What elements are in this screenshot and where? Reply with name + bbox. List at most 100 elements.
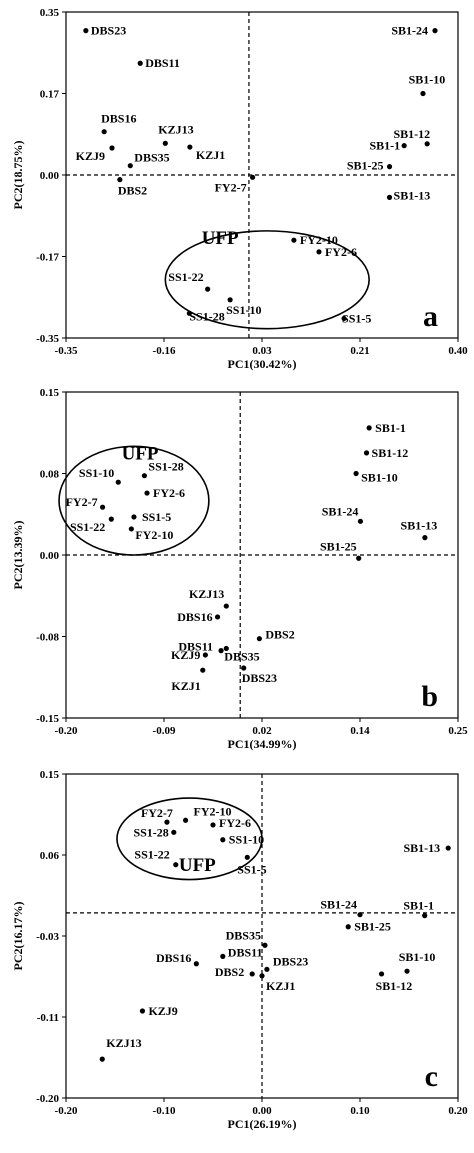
point-label-dbs23: DBS23 — [273, 954, 308, 968]
point-sb1-1 — [422, 913, 428, 919]
point-ss1-28 — [141, 473, 147, 479]
point-label-ss1-22: SS1-22 — [70, 520, 105, 534]
point-sb1-1 — [366, 425, 372, 431]
point-dbs23 — [241, 665, 247, 671]
point-kzj1 — [200, 667, 206, 673]
point-sb1-25 — [345, 924, 351, 930]
point-kzj9 — [109, 145, 115, 151]
point-label-kzj1: KZJ1 — [266, 979, 295, 993]
point-sb1-13 — [422, 535, 428, 541]
point-fy2-10 — [291, 237, 297, 243]
point-sb1-24 — [357, 518, 364, 524]
point-sb1-13 — [445, 845, 451, 851]
point-sb1-24 — [432, 28, 438, 34]
point-label-sb1-10: SB1-10 — [361, 471, 398, 485]
y-tick-label: 0.35 — [40, 7, 60, 19]
point-kzj13 — [99, 1056, 105, 1062]
point-sb1-10 — [420, 90, 426, 97]
point-dbs35 — [127, 163, 133, 169]
point-dbs11 — [218, 648, 224, 654]
x-tick-label: -0.35 — [55, 345, 78, 357]
point-label-dbs16: DBS16 — [177, 610, 212, 624]
point-label-ss1-10: SS1-10 — [229, 833, 264, 847]
point-label-kzj1: KZJ1 — [196, 148, 225, 162]
point-label-kzj13: KZJ13 — [189, 587, 224, 601]
y-tick-label: 0.15 — [40, 387, 60, 399]
point-label-sb1-24: SB1-24 — [322, 504, 359, 518]
point-label-ss1-22: SS1-22 — [168, 270, 203, 284]
point-label-ss1-10: SS1-10 — [79, 466, 114, 480]
point-label-fy2-6: FY2-6 — [325, 245, 357, 259]
point-label-dbs16: DBS16 — [156, 951, 191, 965]
point-label-fy2-6: FY2-6 — [219, 816, 251, 830]
point-label-fy2-7: FY2-7 — [66, 495, 98, 509]
y-tick-label: -0.08 — [36, 632, 59, 644]
point-label-dbs23: DBS23 — [91, 24, 126, 38]
point-label-dbs16: DBS16 — [101, 112, 136, 126]
ufp-group-label: UFP — [202, 228, 239, 249]
point-ss1-22 — [108, 516, 114, 522]
y-tick-label: -0.15 — [36, 713, 59, 725]
panel-a: -0.35 -0.16 0.03 0.21 0.40 0.35 0.17 0.00 -0.17 -… — [11, 7, 468, 371]
point-label-ss1-5: SS1-5 — [237, 862, 266, 876]
point-dbs23 — [264, 966, 270, 972]
point-sb1-13 — [386, 194, 393, 200]
x-tick-label: -0.20 — [55, 1105, 78, 1117]
x-tick-label: 0.14 — [350, 725, 370, 737]
point-ss1-10 — [220, 837, 226, 843]
point-fy2-6 — [316, 249, 322, 255]
point-label-ss1-28: SS1-28 — [189, 309, 224, 323]
point-label-kzj13: KZJ13 — [106, 1036, 141, 1050]
point-kzj9 — [139, 1008, 146, 1014]
point-label-sb1-1: SB1-1 — [369, 139, 400, 153]
point-kzj9 — [202, 652, 208, 658]
y-tick-label: 0.17 — [40, 89, 60, 101]
point-sb1-10 — [404, 968, 410, 974]
point-label-dbs35: DBS35 — [224, 649, 259, 663]
y-axis-label: PC2(18.75%) — [11, 141, 25, 210]
point-label-sb1-12: SB1-12 — [393, 127, 430, 141]
y-axis-label: PC2(16.17%) — [11, 902, 25, 971]
point-label-dbs11: DBS11 — [178, 640, 213, 654]
point-ss1-5 — [341, 315, 347, 322]
point-dbs35 — [223, 645, 229, 652]
panel-letter: a — [423, 300, 438, 333]
point-ss1-10 — [115, 479, 121, 485]
point-label-dbs11: DBS11 — [228, 945, 263, 959]
point-label-sb1-13: SB1-13 — [401, 519, 438, 533]
point-label-sb1-25: SB1-25 — [347, 159, 384, 173]
point-dbs11 — [137, 60, 143, 66]
ufp-group-ellipse — [164, 230, 370, 330]
x-tick-label: -0.20 — [55, 725, 78, 737]
point-ss1-10 — [227, 297, 233, 303]
point-fy2-7 — [164, 819, 170, 825]
x-axis-label: PC1(30.42%) — [228, 357, 297, 371]
point-fy2-6 — [210, 822, 216, 828]
x-tick-label: 0.10 — [350, 1105, 370, 1117]
x-tick-label: 0.00 — [252, 1105, 272, 1117]
point-dbs16 — [214, 614, 221, 620]
point-fy2-10 — [182, 817, 189, 823]
point-sb1-24 — [357, 912, 363, 918]
panel-letter: c — [425, 1060, 438, 1093]
point-label-ss1-10: SS1-10 — [226, 303, 261, 317]
x-tick-label: 0.03 — [252, 345, 272, 357]
point-label-kzj9: KZJ9 — [76, 149, 105, 163]
point-ss1-5 — [131, 514, 137, 520]
point-kzj1 — [259, 973, 265, 979]
y-axis-label: PC2(13.39%) — [11, 521, 25, 590]
y-tick-label: -0.35 — [36, 333, 59, 345]
panel-c: -0.20 -0.10 0.00 0.10 0.20 0.15 0.06 -0.03 -0.11… — [11, 769, 468, 1131]
x-tick-label: 0.40 — [448, 345, 468, 357]
y-tick-label: 0.08 — [40, 469, 60, 481]
point-sb1-12 — [363, 450, 370, 456]
point-label-fy2-7: FY2-7 — [215, 180, 247, 194]
point-sb1-1 — [401, 143, 407, 149]
point-label-sb1-10: SB1-10 — [409, 73, 446, 87]
ufp-group-label: UFP — [122, 443, 159, 464]
point-label-dbs2: DBS2 — [265, 628, 294, 642]
point-label-kzj9: KZJ9 — [148, 1004, 177, 1018]
point-fy2-7 — [249, 174, 256, 180]
x-tick-label: 0.02 — [252, 725, 272, 737]
point-dbs35 — [262, 942, 268, 948]
